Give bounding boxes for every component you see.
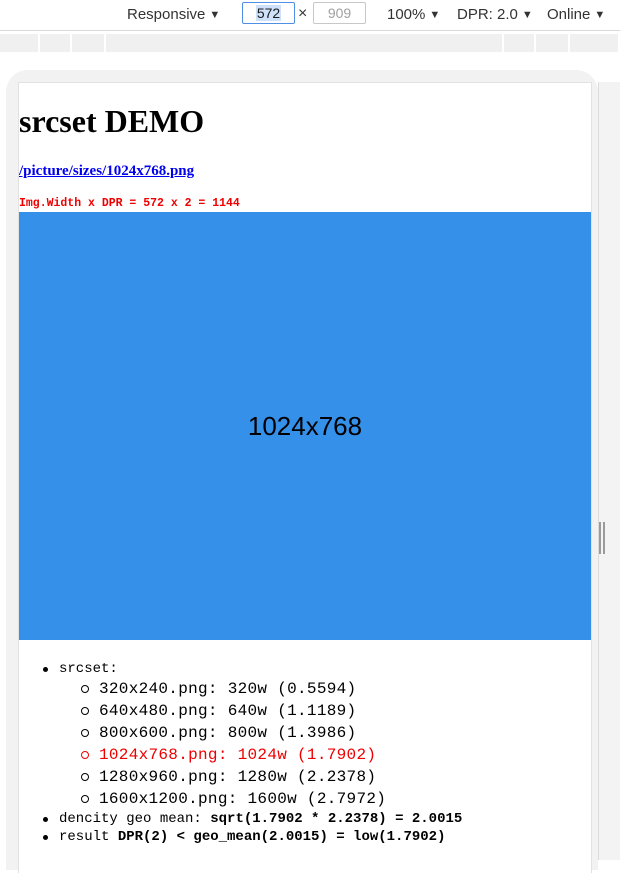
- caret-down-icon: ▼: [594, 9, 606, 21]
- network-throttle-select[interactable]: Online ▼: [547, 6, 605, 23]
- list-item: 1280x960.png: 1280w (2.2378): [19, 766, 591, 788]
- width-input[interactable]: 572: [242, 2, 295, 24]
- list-item: dencity geo mean: sqrt(1.7902 * 2.2378) …: [19, 810, 591, 828]
- media-query-segment[interactable]: [536, 34, 570, 52]
- resize-handle[interactable]: [598, 522, 606, 554]
- device-toolbar: Responsive ▼ 572 × 909 100% ▼ DPR: 2.0 ▼ On…: [0, 0, 620, 31]
- demo-image: 1024x768: [19, 212, 591, 640]
- srcset-label: srcset:: [59, 661, 118, 677]
- density-value: sqrt(1.7902 * 2.2378) = 2.0015: [210, 811, 463, 827]
- page-title: srcset DEMO: [19, 103, 205, 139]
- device-select[interactable]: Responsive ▼: [127, 6, 220, 23]
- page-viewport: srcset DEMO /picture/sizes/1024x768.png …: [18, 82, 592, 873]
- dpr-select[interactable]: DPR: 2.0 ▼: [457, 6, 533, 23]
- height-value: 909: [327, 5, 352, 21]
- result-label: result: [59, 829, 118, 845]
- dimension-separator: ×: [298, 5, 308, 22]
- list-item: result DPR(2) < geo_mean(2.0015) = low(1…: [19, 828, 591, 846]
- media-query-segment[interactable]: [40, 34, 72, 52]
- zoom-select[interactable]: 100% ▼: [387, 6, 440, 23]
- width-value: 572: [255, 5, 282, 21]
- width-formula: Img.Width x DPR = 572 x 2 = 1144: [19, 197, 240, 210]
- image-size-label: 1024x768: [247, 410, 363, 441]
- image-link[interactable]: /picture/sizes/1024x768.png: [19, 163, 195, 179]
- list-item: 800x600.png: 800w (1.3986): [19, 722, 591, 744]
- density-label: dencity geo mean:: [59, 811, 211, 827]
- list-item: 640x480.png: 640w (1.1189): [19, 700, 591, 722]
- media-query-segment[interactable]: [106, 34, 504, 52]
- srcset-candidates: 320x240.png: 320w (0.5594) 640x480.png: …: [19, 678, 591, 810]
- list-item: 1600x1200.png: 1600w (2.7972): [19, 788, 591, 810]
- list-item: srcset:: [19, 660, 591, 678]
- caret-down-icon: ▼: [521, 9, 533, 21]
- dpr-label: DPR: 2.0: [457, 6, 518, 23]
- media-query-bar: [0, 34, 620, 52]
- srcset-info-list: srcset: 320x240.png: 320w (0.5594) 640x4…: [19, 660, 591, 846]
- device-label: Responsive: [127, 6, 206, 23]
- media-query-segment[interactable]: [504, 34, 536, 52]
- media-query-segment[interactable]: [570, 34, 620, 52]
- right-gutter: [598, 82, 620, 860]
- list-item: 320x240.png: 320w (0.5594): [19, 678, 591, 700]
- zoom-label: 100%: [387, 6, 426, 23]
- caret-down-icon: ▼: [209, 9, 221, 21]
- device-stage: srcset DEMO /picture/sizes/1024x768.png …: [0, 60, 620, 873]
- media-query-segment[interactable]: [0, 34, 40, 52]
- selected-candidate: 1024x768.png: 1024w (1.7902): [19, 744, 591, 766]
- caret-down-icon: ▼: [429, 9, 441, 21]
- media-query-segment[interactable]: [72, 34, 106, 52]
- height-input[interactable]: 909: [313, 2, 366, 24]
- network-label: Online: [547, 6, 591, 23]
- result-value: DPR(2) < geo_mean(2.0015) = low(1.7902): [117, 829, 446, 845]
